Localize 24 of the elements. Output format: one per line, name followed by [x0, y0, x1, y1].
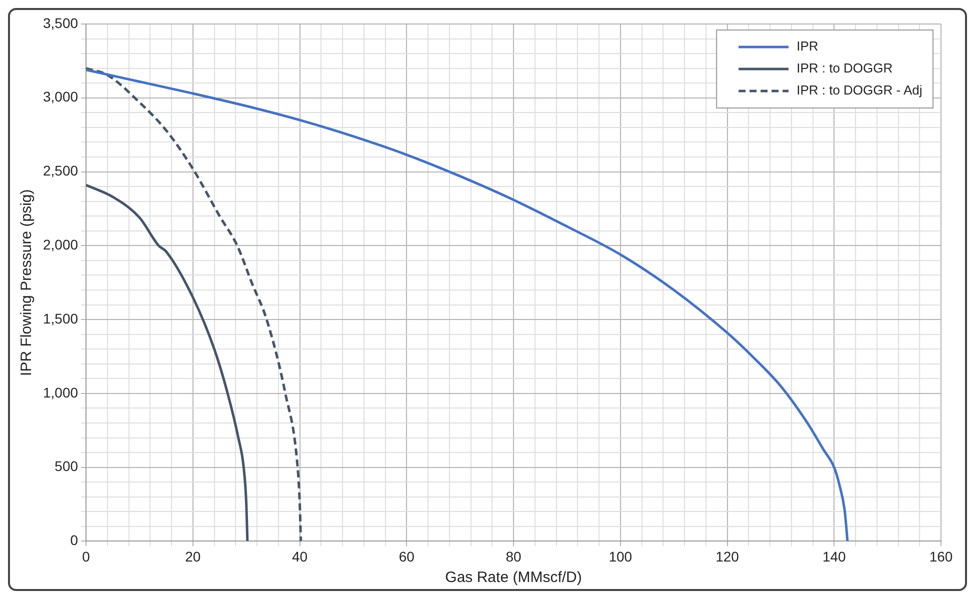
line-series	[86, 184, 249, 542]
x-tick-label: 60	[398, 548, 415, 564]
x-tick-label: 20	[185, 548, 201, 564]
y-tick-label: 500	[54, 458, 78, 474]
y-tick-label: 2,500	[42, 162, 78, 179]
legend-label: IPR : to DOGGR - Adj	[796, 82, 922, 98]
x-tick-label: 80	[506, 548, 522, 564]
x-axis-title: Gas Rate (MMscf/D)	[445, 569, 582, 586]
y-tick-label: 2,000	[42, 236, 78, 253]
x-tick-label: 140	[822, 548, 846, 564]
line-series	[86, 67, 302, 542]
x-tick-label: 40	[292, 548, 308, 564]
y-tick-label: 1,000	[42, 384, 78, 400]
x-tick-label: 0	[82, 548, 90, 564]
y-tick-label: 1,500	[42, 310, 78, 326]
x-tick-label: 100	[608, 548, 632, 564]
y-axis-title: IPR Flowing Pressure (psig)	[18, 189, 36, 376]
x-tick-label: 160	[929, 548, 953, 564]
y-tick-label: 0	[70, 532, 78, 548]
y-tick-label: 3,000	[42, 88, 78, 105]
x-tick-label: 120	[716, 548, 740, 564]
legend-label: IPR : to DOGGR	[796, 60, 893, 76]
legend-label: IPR	[796, 38, 818, 54]
y-tick-label: 3,500	[42, 14, 78, 31]
